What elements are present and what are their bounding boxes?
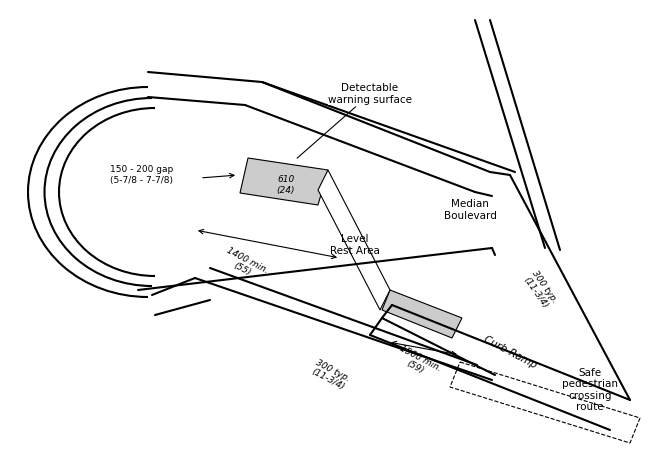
Text: 300 typ.
(11-3/4): 300 typ. (11-3/4): [309, 358, 351, 392]
Text: Detectable
warning surface: Detectable warning surface: [297, 83, 412, 158]
Text: 1400 min.
(55): 1400 min. (55): [220, 246, 270, 284]
Text: Level
Rest Area: Level Rest Area: [330, 234, 380, 256]
Text: 150 - 200 gap
(5-7/8 - 7-7/8): 150 - 200 gap (5-7/8 - 7-7/8): [110, 165, 173, 185]
Polygon shape: [382, 290, 462, 338]
Text: 610
(24): 610 (24): [277, 175, 295, 195]
Polygon shape: [318, 170, 390, 310]
Text: Curb Ramp: Curb Ramp: [482, 334, 538, 370]
Text: Median
Boulevard: Median Boulevard: [443, 199, 497, 221]
Text: 300 typ.
(11-3/4): 300 typ. (11-3/4): [522, 269, 559, 311]
Text: Safe
pedestrian
crossing
route: Safe pedestrian crossing route: [562, 367, 618, 413]
Text: 1500 min.
(59): 1500 min. (59): [393, 344, 443, 382]
Polygon shape: [240, 158, 328, 205]
